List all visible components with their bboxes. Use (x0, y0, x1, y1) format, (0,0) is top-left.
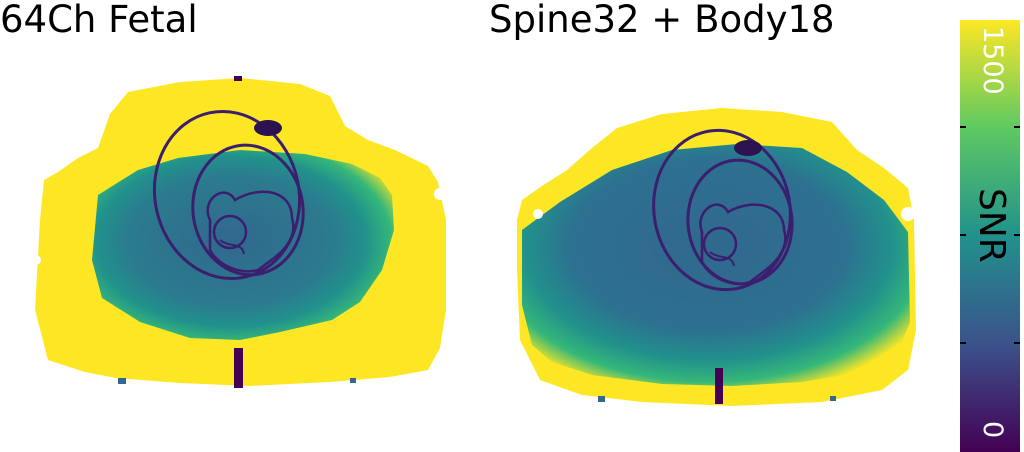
panel-title-64ch-fetal: 64Ch Fetal (0, 0, 198, 41)
snr-colorbar (960, 20, 1020, 452)
colorbar-ticks (960, 126, 1020, 344)
colorbar-min-label: 0 (977, 421, 1008, 439)
uterus-contour (652, 128, 794, 292)
spine-line (234, 348, 243, 388)
low-snr-region (522, 144, 910, 386)
colorbar-max-label: 1500 (977, 26, 1008, 95)
colorbar-title: SNR (971, 188, 1012, 263)
snr-map-spine32-body18 (517, 108, 916, 406)
panel-title-spine32-body18: Spine32 + Body18 (489, 0, 835, 41)
snr-map-64ch-fetal (31, 76, 446, 388)
colorbar-gradient (960, 20, 1020, 452)
spine-line (715, 368, 723, 404)
low-snr-region (92, 150, 394, 340)
uterus-contour (152, 109, 305, 281)
